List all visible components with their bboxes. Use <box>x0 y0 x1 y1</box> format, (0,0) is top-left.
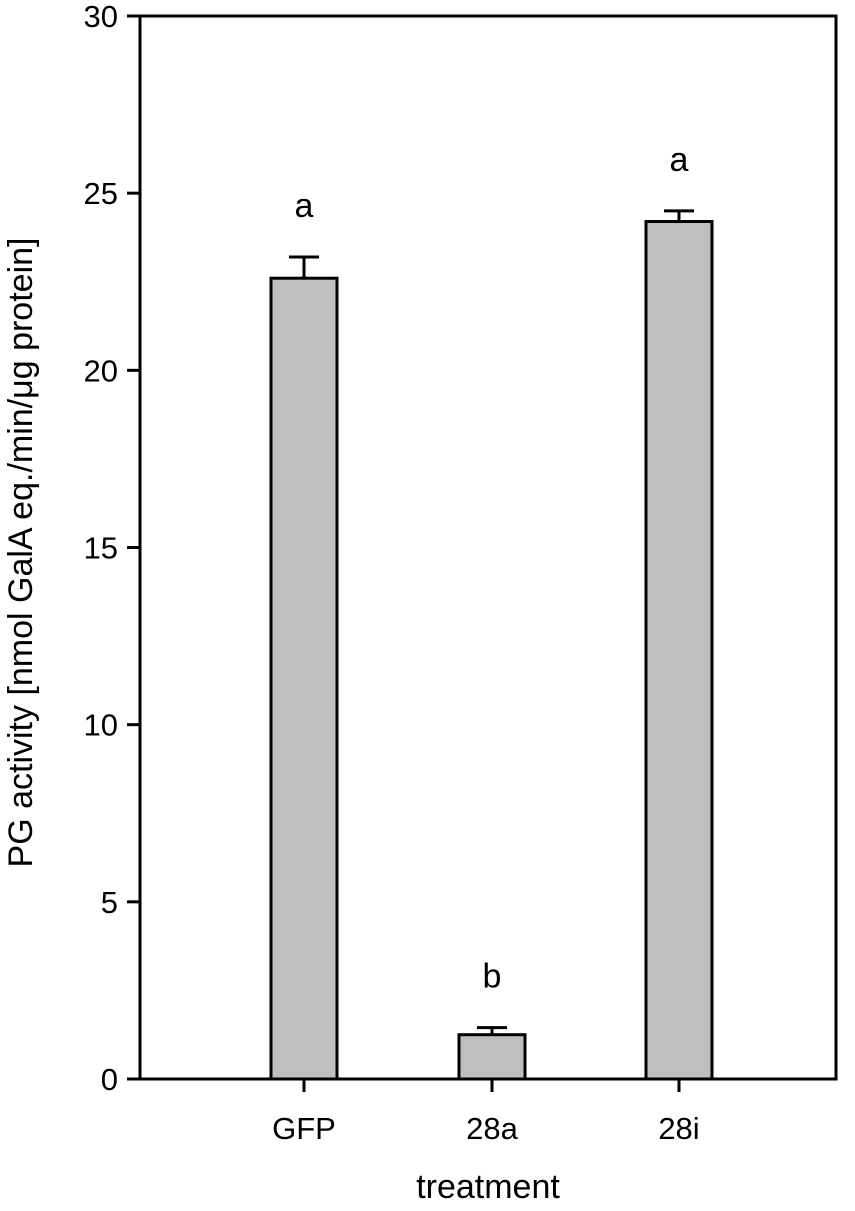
y-tick-label: 30 <box>84 0 118 34</box>
y-tick-label: 0 <box>101 1062 118 1097</box>
significance-letter: b <box>483 958 502 996</box>
bar <box>269 276 339 1081</box>
x-tick-label: GFP <box>272 1111 336 1146</box>
x-axis-title: treatment <box>416 1168 560 1206</box>
y-axis: 0 5 10 15 20 25 30 <box>84 0 140 1097</box>
x-tick-label: 28a <box>466 1111 518 1146</box>
y-tick-label: 20 <box>84 353 118 388</box>
significance-letters: a b a <box>295 141 689 996</box>
plot-frame <box>138 14 838 1081</box>
x-axis: GFP 28a 28i <box>272 1079 700 1146</box>
significance-letter: a <box>670 141 689 179</box>
y-tick-label: 5 <box>101 885 118 920</box>
y-tick-label: 25 <box>84 176 118 211</box>
y-axis-title: PG activity [nmol GalA eq./min/μg protei… <box>2 238 40 868</box>
significance-letter: a <box>295 187 314 225</box>
x-tick-label: 28i <box>658 1111 699 1146</box>
bar <box>457 1033 527 1081</box>
plot-border <box>138 14 838 1081</box>
bars <box>269 209 714 1081</box>
bar <box>644 220 714 1081</box>
y-tick-label: 15 <box>84 531 118 566</box>
y-tick-label: 10 <box>84 708 118 743</box>
